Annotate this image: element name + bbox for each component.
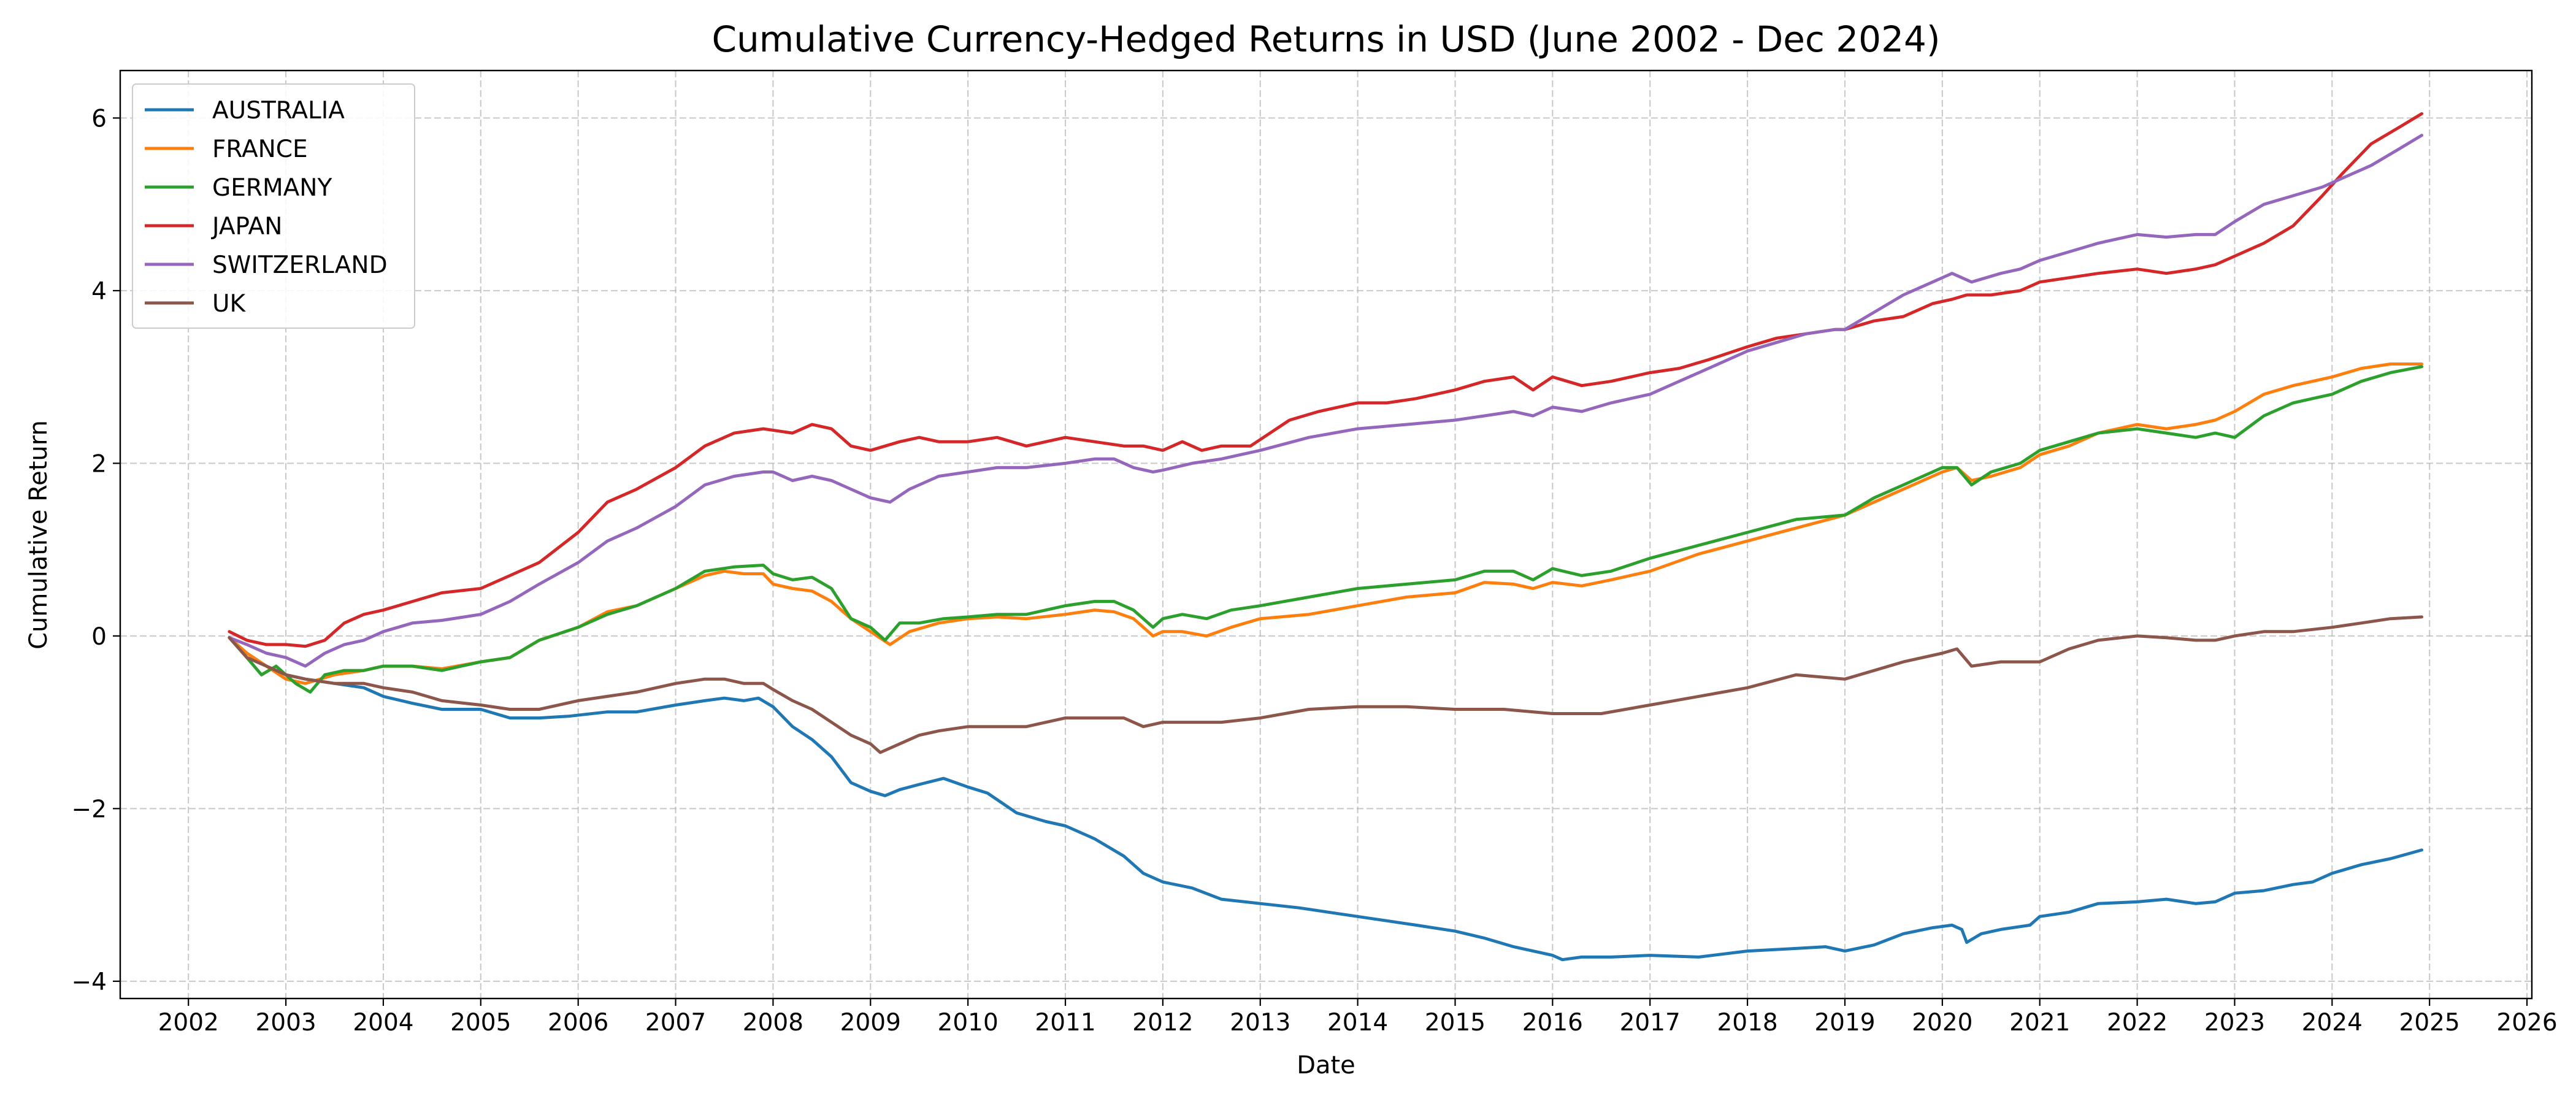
x-tick-label: 2019 bbox=[1814, 1009, 1875, 1037]
x-tick-label: 2014 bbox=[1327, 1009, 1388, 1037]
series-line-germany bbox=[228, 365, 2423, 694]
x-tick-label: 2020 bbox=[1912, 1009, 1972, 1037]
legend-label: SWITZERLAND bbox=[212, 251, 388, 279]
x-tick-label: 2004 bbox=[353, 1009, 413, 1037]
legend-items: AUSTRALIA FRANCE GERMANY JAPAN SWITZERLAND UK bbox=[145, 97, 388, 318]
legend-label: FRANCE bbox=[212, 136, 308, 163]
x-tick-label: 2022 bbox=[2107, 1009, 2168, 1037]
legend-entry-germany: GERMANY bbox=[145, 174, 332, 202]
x-tick-label: 2009 bbox=[840, 1009, 901, 1037]
x-tick-label: 2026 bbox=[2496, 1009, 2557, 1037]
x-tick-label: 2011 bbox=[1035, 1009, 1095, 1037]
series-line-japan bbox=[228, 112, 2423, 648]
series-line-switzerland bbox=[228, 134, 2423, 668]
x-tick-label: 2018 bbox=[1717, 1009, 1777, 1037]
y-axis-label: Cumulative Return bbox=[25, 420, 53, 650]
y-tick-label: −4 bbox=[72, 968, 107, 996]
x-tick-label: 2008 bbox=[743, 1009, 803, 1037]
legend-entry-japan: JAPAN bbox=[145, 213, 282, 240]
legend-label: GERMANY bbox=[212, 174, 332, 202]
plot-frame bbox=[119, 69, 2533, 1000]
y-tick-label: 0 bbox=[91, 623, 107, 651]
y-axis: −4 −2 0 2 4 6 bbox=[72, 105, 120, 996]
x-tick-label: 2016 bbox=[1522, 1009, 1583, 1037]
legend-box bbox=[132, 83, 415, 329]
series-line-australia bbox=[228, 636, 2423, 962]
grid bbox=[120, 71, 2532, 999]
legend-label: UK bbox=[212, 290, 247, 318]
legend-label: AUSTRALIA bbox=[212, 97, 345, 125]
x-tick-label: 2002 bbox=[158, 1009, 219, 1037]
x-tick-label: 2012 bbox=[1132, 1009, 1193, 1037]
y-tick-label: 6 bbox=[91, 105, 107, 132]
x-axis-label: Date bbox=[1297, 1051, 1355, 1079]
x-tick-label: 2015 bbox=[1425, 1009, 1485, 1037]
legend-entry-switzerland: SWITZERLAND bbox=[145, 251, 388, 279]
legend-entry-uk: UK bbox=[145, 290, 247, 318]
x-tick-label: 2024 bbox=[2302, 1009, 2363, 1037]
x-tick-label: 2007 bbox=[645, 1009, 706, 1037]
chart-title: Cumulative Currency-Hedged Returns in US… bbox=[711, 18, 1940, 60]
legend-label: JAPAN bbox=[210, 213, 282, 240]
y-tick-label: 2 bbox=[91, 450, 107, 478]
x-axis: 2002 2003 2004 2005 2006 2007 2008 2009 2010 2011… bbox=[158, 999, 2558, 1037]
series-lines bbox=[228, 112, 2423, 962]
legend: AUSTRALIA FRANCE GERMANY JAPAN SWITZERLAND UK bbox=[132, 83, 415, 329]
legend-entry-france: FRANCE bbox=[145, 136, 308, 163]
series-line-uk bbox=[228, 615, 2423, 754]
x-tick-label: 2006 bbox=[548, 1009, 608, 1037]
x-tick-label: 2010 bbox=[938, 1009, 999, 1037]
legend-entry-australia: AUSTRALIA bbox=[145, 97, 345, 125]
x-tick-label: 2021 bbox=[2009, 1009, 2070, 1037]
x-tick-label: 2023 bbox=[2204, 1009, 2265, 1037]
x-tick-label: 2003 bbox=[255, 1009, 316, 1037]
x-tick-label: 2025 bbox=[2399, 1009, 2460, 1037]
x-tick-label: 2005 bbox=[450, 1009, 511, 1037]
x-tick-label: 2013 bbox=[1230, 1009, 1290, 1037]
x-tick-label: 2017 bbox=[1620, 1009, 1681, 1037]
y-tick-label: 4 bbox=[91, 278, 107, 305]
y-tick-label: −2 bbox=[72, 795, 107, 823]
